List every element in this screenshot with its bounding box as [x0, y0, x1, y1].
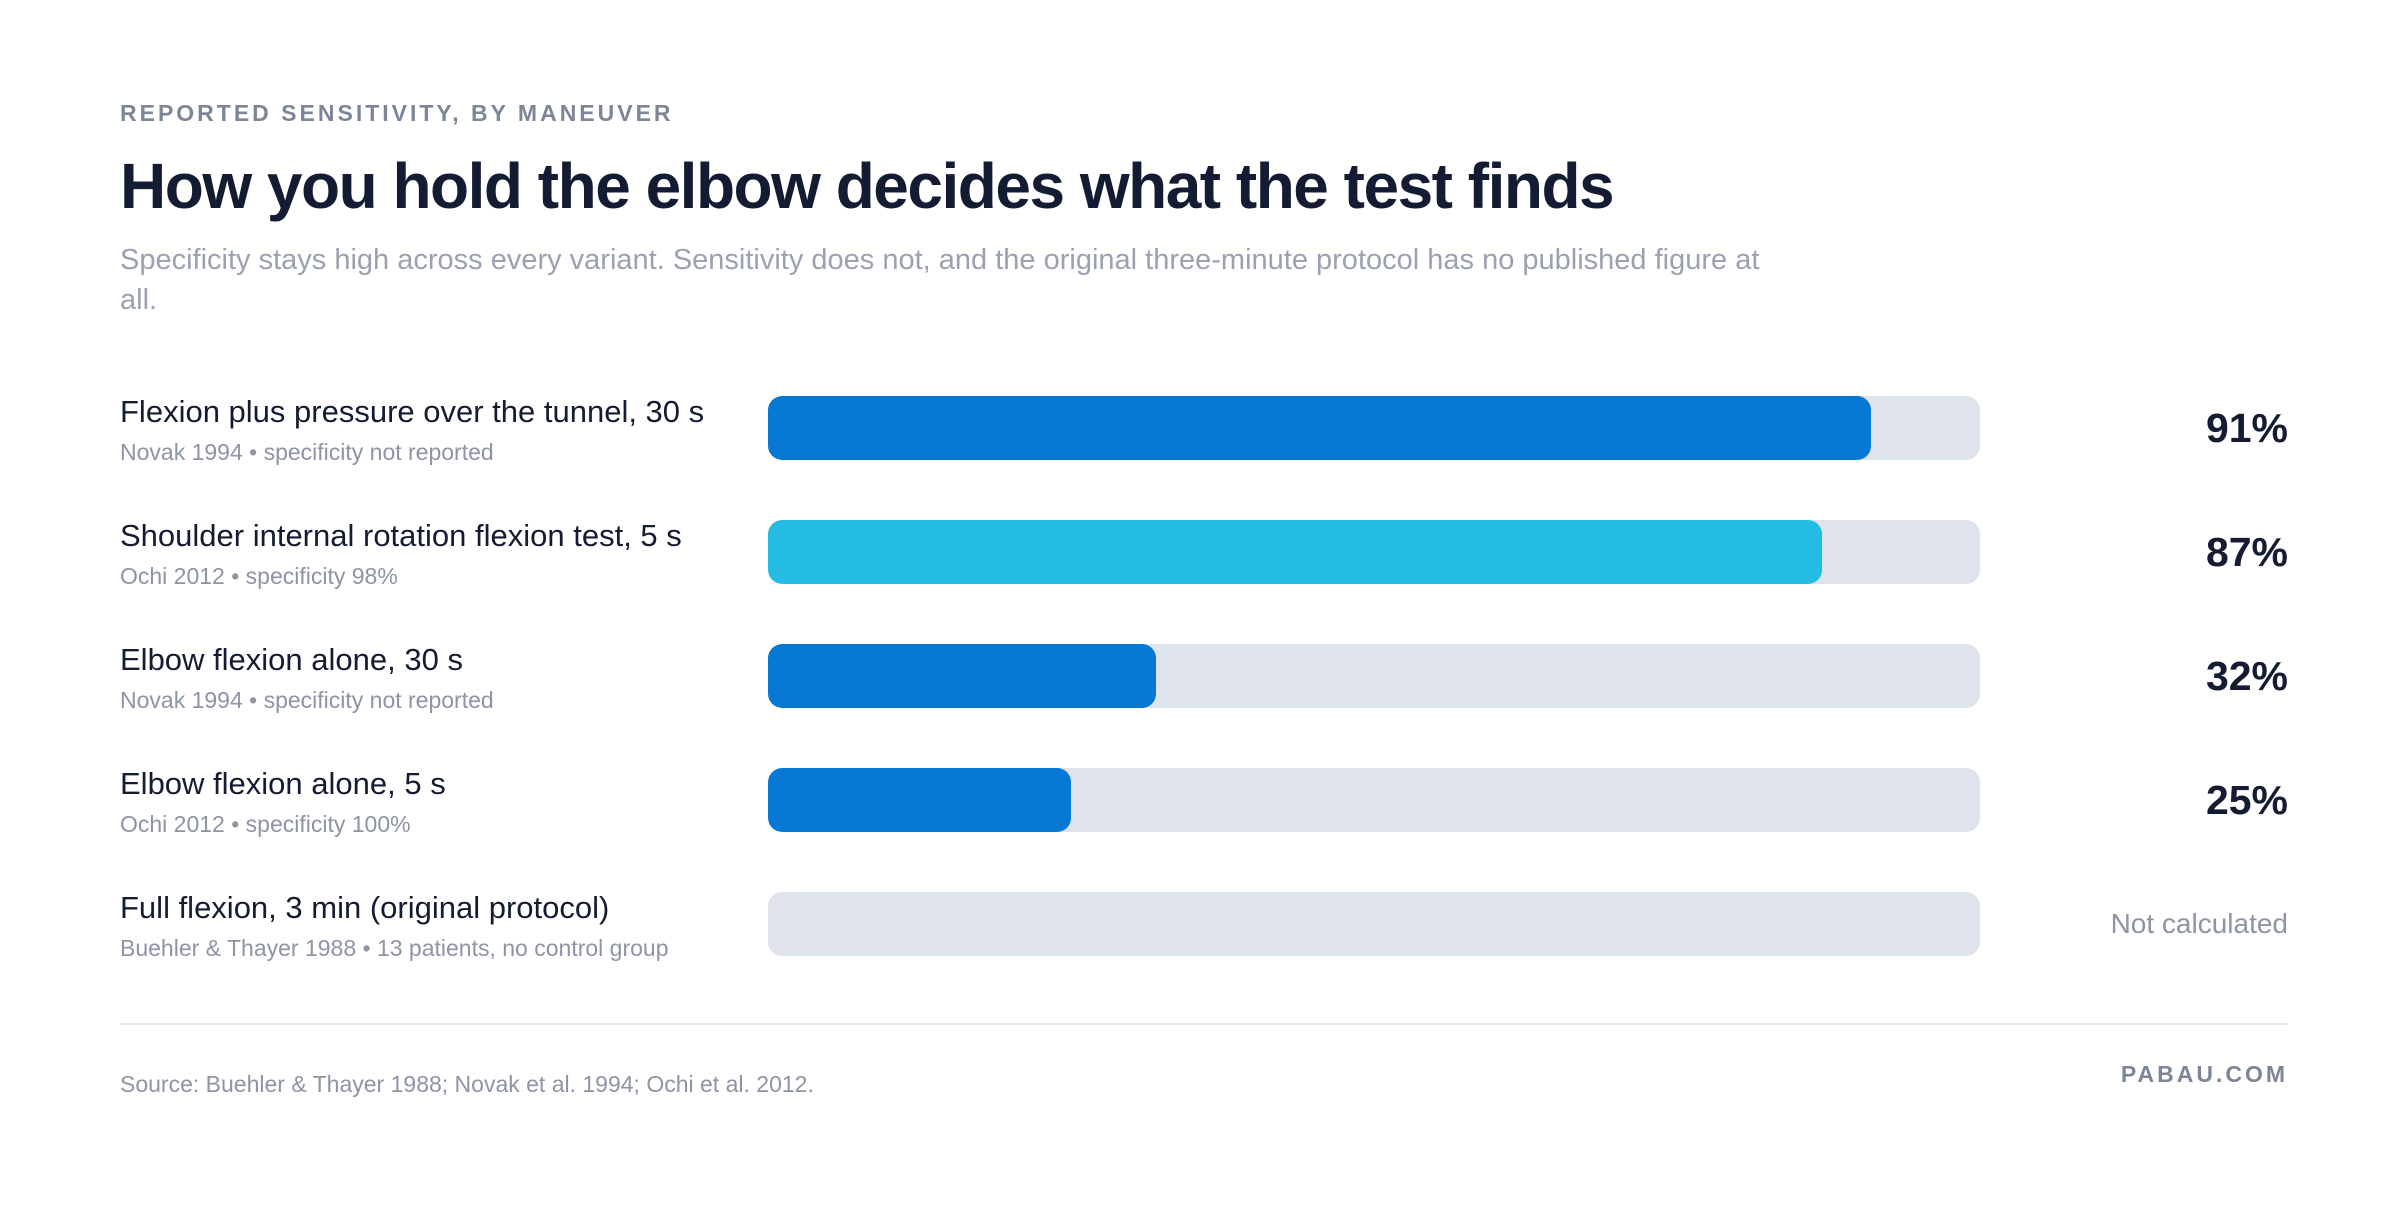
row-source-meta: Ochi 2012 • specificity 98% — [120, 563, 398, 589]
bar-track — [768, 396, 1980, 460]
chart-title: How you hold the elbow decides what the … — [120, 150, 1615, 222]
row-source-meta: Buehler & Thayer 1988 • 13 patients, no … — [120, 935, 669, 961]
value-label: 32% — [2205, 653, 2288, 699]
bar-fill — [768, 644, 1156, 708]
value-label: 87% — [2205, 529, 2288, 575]
chart-eyebrow: REPORTED SENSITIVITY, BY MANEUVER — [120, 100, 674, 126]
value-label: 25% — [2205, 777, 2288, 823]
row-label: Elbow flexion alone, 30 s — [120, 642, 463, 677]
row-label: Shoulder internal rotation flexion test,… — [120, 518, 682, 553]
brand-label: PABAU.COM — [2120, 1061, 2288, 1087]
bar-track — [768, 768, 1980, 832]
source-note: Source: Buehler & Thayer 1988; Novak et … — [120, 1071, 814, 1097]
bar-track — [768, 644, 1980, 708]
row-source-meta: Ochi 2012 • specificity 100% — [120, 811, 411, 837]
bar-track — [768, 892, 1980, 956]
bar-track — [768, 520, 1980, 584]
row-source-meta: Novak 1994 • specificity not reported — [120, 687, 494, 713]
footer-divider — [120, 1023, 2288, 1025]
bar-fill — [768, 768, 1071, 832]
value-label: 91% — [2205, 405, 2288, 451]
bar-fill — [768, 520, 1822, 584]
value-not-calculated: Not calculated — [2110, 908, 2288, 939]
row-source-meta: Novak 1994 • specificity not reported — [120, 439, 494, 465]
row-label: Flexion plus pressure over the tunnel, 3… — [120, 394, 705, 429]
chart-subtitle: Specificity stays high across every vari… — [120, 244, 1760, 316]
bar-fill — [768, 396, 1871, 460]
row-label: Elbow flexion alone, 5 s — [120, 766, 446, 801]
row-label: Full flexion, 3 min (original protocol) — [120, 890, 610, 925]
